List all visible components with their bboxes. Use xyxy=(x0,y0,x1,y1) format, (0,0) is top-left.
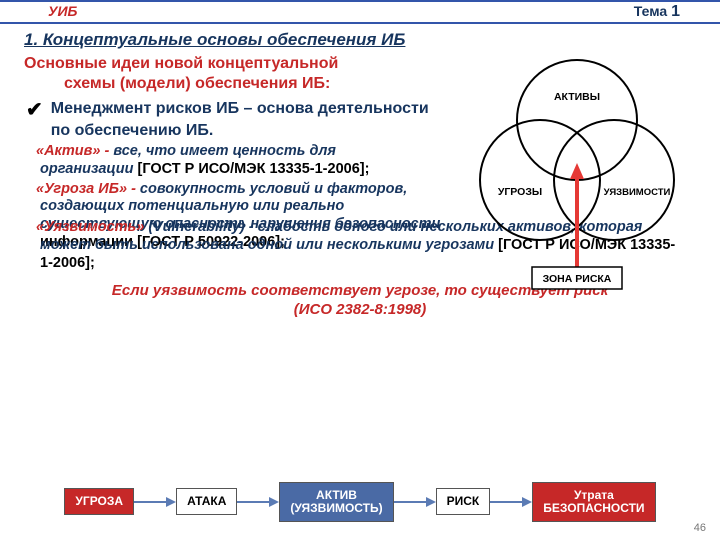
def-asset: «Актив» - все, что имеет ценность для ор… xyxy=(24,143,424,178)
arrow-icon xyxy=(490,495,532,509)
flow-box-attack: АТАКА xyxy=(176,488,237,515)
venn-label-zone: ЗОНА РИСКА xyxy=(543,273,612,285)
arrow-icon xyxy=(237,495,279,509)
slide-header: УИБ Тема 1 xyxy=(0,0,720,24)
venn-label-left: УГРОЗЫ xyxy=(498,186,542,198)
flow-box-threat: УГРОЗА xyxy=(64,488,134,515)
arrow-icon xyxy=(134,495,176,509)
subtitle: Основные идеи новой концептуальной схемы… xyxy=(24,54,444,94)
flow-box-asset: АКТИВ (УЯЗВИМОСТЬ) xyxy=(279,482,393,522)
header-left: УИБ xyxy=(48,3,77,21)
flow-diagram: УГРОЗА АТАКА АКТИВ (УЯЗВИМОСТЬ) РИСК Утр… xyxy=(0,482,720,522)
check-icon: ✔ xyxy=(24,98,51,120)
bullet-item: ✔ Менеджмент рисков ИБ – основа деятельн… xyxy=(24,98,444,141)
venn-diagram: АКТИВЫ УГРОЗЫ УЯЗВИМОСТИ ЗОНА РИСКА xyxy=(452,40,702,310)
page-number: 46 xyxy=(694,522,706,534)
venn-label-right: УЯЗВИМОСТИ xyxy=(604,187,671,198)
venn-label-top: АКТИВЫ xyxy=(554,91,600,103)
header-right: Тема 1 xyxy=(634,3,680,21)
flow-box-risk: РИСК xyxy=(436,488,491,515)
arrow-icon xyxy=(394,495,436,509)
flow-box-loss: Утрата БЕЗОПАСНОСТИ xyxy=(532,482,655,522)
